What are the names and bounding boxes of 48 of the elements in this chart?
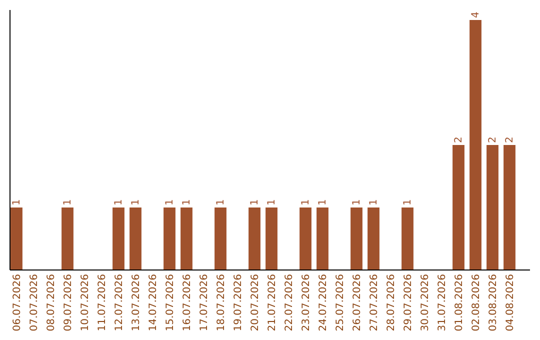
data-label: 1 [300, 199, 312, 206]
x-tick-label: 02.08.2026 [471, 274, 482, 332]
x-tick-label: 13.07.2026 [131, 274, 142, 332]
x-tick-label: 12.07.2026 [114, 274, 125, 332]
x-tick-label: 03.08.2026 [488, 274, 499, 332]
x-tick-label: 29.07.2026 [403, 274, 414, 332]
data-label: 1 [402, 199, 414, 206]
data-label: 1 [62, 199, 74, 206]
x-tick-label: 08.07.2026 [46, 274, 57, 332]
x-tick-label: 17.07.2026 [199, 274, 210, 332]
x-tick-label: 21.07.2026 [267, 274, 278, 332]
x-tick-label: 15.07.2026 [165, 274, 176, 332]
data-label: 1 [164, 199, 176, 206]
data-label: 4 [470, 12, 482, 18]
x-tick-label: 28.07.2026 [386, 274, 397, 332]
x-tick-label: 27.07.2026 [369, 274, 380, 332]
data-label: 1 [130, 199, 142, 206]
data-label: 1 [368, 199, 380, 206]
x-tick-label: 09.07.2026 [63, 274, 74, 332]
data-label: 2 [504, 136, 516, 143]
data-label: 2 [454, 136, 464, 143]
data-label: 1 [352, 199, 362, 206]
data-label: 1 [216, 199, 226, 206]
x-tick-label: 26.07.2026 [352, 274, 363, 332]
data-label: 2 [488, 136, 498, 143]
x-tick-label: 25.07.2026 [335, 274, 346, 332]
data-label: 1 [182, 199, 192, 206]
x-tick-label: 01.08.2026 [454, 274, 465, 332]
x-tick-label: 06.07.2026 [12, 274, 23, 332]
x-tick-label: 31.07.2026 [437, 274, 448, 332]
x-tick-label: 07.07.2026 [29, 274, 40, 332]
x-tick-label: 23.07.2026 [301, 274, 312, 332]
x-tick-label: 18.07.2026 [216, 274, 227, 332]
x-tick-label: 30.07.2026 [420, 274, 431, 332]
data-label: 1 [318, 199, 328, 206]
x-tick-label: 04.08.2026 [505, 274, 516, 332]
data-label: 1 [114, 199, 124, 206]
data-label: 1 [12, 199, 22, 206]
x-tick-label: 19.07.2026 [233, 274, 244, 332]
x-tick-label: 20.07.2026 [250, 274, 261, 332]
x-tick-label: 14.07.2026 [148, 274, 159, 332]
x-tick-label: 11.07.2026 [97, 274, 108, 332]
x-tick-label: 10.07.2026 [80, 274, 91, 332]
x-tick-label: 24.07.2026 [318, 274, 329, 332]
x-tick-label: 22.07.2026 [284, 274, 295, 332]
data-label: 1 [266, 199, 278, 206]
data-label: 1 [250, 199, 260, 206]
x-tick-label: 16.07.2026 [182, 274, 193, 332]
